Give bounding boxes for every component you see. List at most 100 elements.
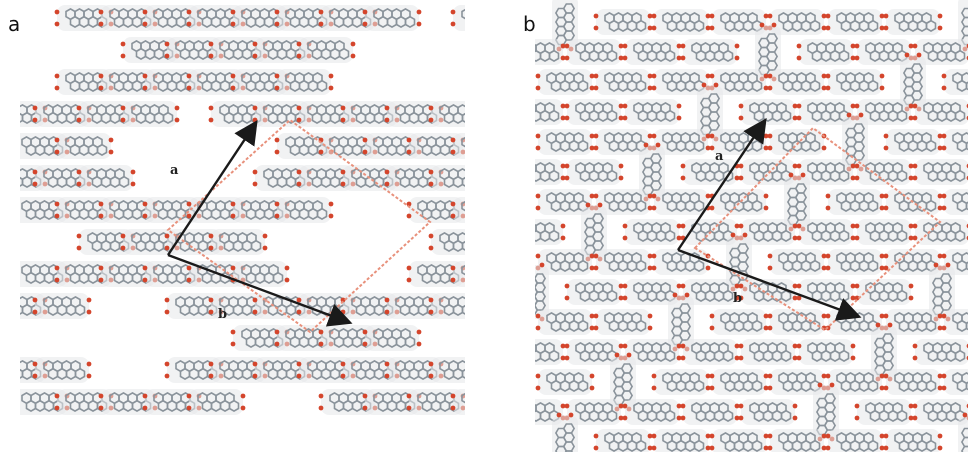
lattice-vector-a-label: a [170, 163, 179, 178]
molecule [883, 369, 943, 395]
molecule [593, 129, 653, 155]
panel-b-letter: b [523, 12, 536, 36]
molecule [296, 357, 356, 383]
molecule [296, 101, 356, 127]
molecule [651, 189, 711, 215]
molecule [535, 99, 566, 125]
molecule [535, 249, 595, 275]
molecule [854, 279, 914, 305]
molecule [651, 9, 711, 35]
molecule [230, 261, 290, 287]
molecule [738, 399, 798, 425]
molecule [428, 293, 465, 319]
molecule [680, 279, 740, 305]
molecule [428, 357, 465, 383]
molecule [796, 339, 856, 365]
molecule [164, 357, 224, 383]
panel-a-molecular-packing: a b [20, 5, 465, 415]
molecule [230, 325, 290, 351]
panel-a-letter: a [8, 12, 21, 36]
molecule [535, 219, 566, 245]
molecule [564, 99, 624, 125]
molecule [450, 133, 465, 159]
molecule [230, 69, 290, 95]
molecule [651, 429, 711, 452]
molecule-layer-a [20, 5, 465, 415]
molecule [883, 129, 943, 155]
molecule [825, 249, 885, 275]
molecule [593, 429, 653, 452]
molecule [767, 249, 827, 275]
molecule [796, 279, 856, 305]
molecule [54, 261, 114, 287]
molecule [186, 5, 246, 31]
molecule [428, 101, 465, 127]
molecule [593, 249, 653, 275]
unit-cell-outline-a [166, 118, 432, 334]
molecule [767, 9, 827, 35]
molecule [593, 9, 653, 35]
molecule [54, 389, 114, 415]
molecule [32, 357, 92, 383]
molecule [252, 37, 312, 63]
molecule [883, 309, 943, 335]
lattice-vector-b-arrow [167, 253, 353, 327]
molecule-layer-b [535, 0, 968, 452]
molecule [912, 219, 968, 245]
molecule [564, 339, 624, 365]
molecule [958, 412, 968, 452]
panel-b-molecular-packing: a b [535, 0, 968, 452]
molecule [651, 249, 711, 275]
molecule [738, 159, 798, 185]
molecule [142, 197, 202, 223]
molecule [825, 69, 885, 95]
molecule [296, 165, 356, 191]
lattice-vector-a-arrow [677, 118, 767, 251]
molecule [186, 389, 246, 415]
molecule [796, 219, 856, 245]
molecule [406, 133, 465, 159]
molecule [738, 99, 798, 125]
molecule [941, 189, 968, 215]
molecule [362, 5, 422, 31]
molecule [941, 369, 968, 395]
molecule [362, 325, 422, 351]
molecule [450, 261, 465, 287]
lattice-vector-b-label: b [218, 307, 227, 322]
molecule [709, 189, 769, 215]
molecule [610, 352, 636, 412]
molecule [535, 369, 595, 395]
molecule [535, 39, 566, 65]
molecule [680, 399, 740, 425]
molecule [622, 219, 682, 245]
molecule [883, 9, 943, 35]
molecule [767, 309, 827, 335]
molecule [651, 369, 711, 395]
molecule [208, 229, 268, 255]
molecule [738, 339, 798, 365]
molecule [252, 101, 312, 127]
molecule [32, 293, 92, 319]
molecule [535, 339, 566, 365]
molecule [450, 389, 465, 415]
molecule [854, 99, 914, 125]
molecule [552, 0, 578, 52]
molecule [709, 309, 769, 335]
lattice-vector-a-arrow [167, 120, 258, 256]
molecule [709, 429, 769, 452]
molecule [825, 9, 885, 35]
molecule [450, 5, 465, 31]
molecule [622, 39, 682, 65]
molecule [680, 159, 740, 185]
molecule [428, 229, 465, 255]
molecule [854, 159, 914, 185]
molecule [362, 389, 422, 415]
molecule [142, 69, 202, 95]
molecule [535, 129, 595, 155]
molecule [825, 429, 885, 452]
molecule [929, 262, 955, 322]
molecule [564, 159, 624, 185]
molecule [535, 309, 595, 335]
molecule [384, 293, 444, 319]
molecule [854, 219, 914, 245]
